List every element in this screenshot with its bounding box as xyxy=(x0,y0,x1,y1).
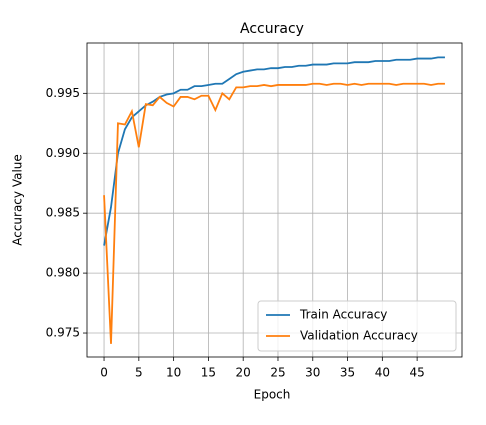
x-tick-label: 35 xyxy=(340,366,355,380)
legend-label: Train Accuracy xyxy=(299,308,387,322)
x-tick-label: 15 xyxy=(201,366,216,380)
x-tick-label: 40 xyxy=(375,366,390,380)
x-tick-label: 10 xyxy=(166,366,181,380)
series-line xyxy=(103,56,445,246)
legend-label: Validation Accuracy xyxy=(300,329,418,343)
legend-box xyxy=(257,300,457,352)
y-tick-label: 0.980 xyxy=(46,266,80,280)
x-tick-label: 0 xyxy=(100,366,108,380)
y-tick-label: 0.985 xyxy=(46,206,80,220)
y-tick-label: 0.995 xyxy=(46,86,80,100)
series-line xyxy=(103,82,445,344)
plot-frame xyxy=(86,42,463,358)
x-tick-label: 5 xyxy=(135,366,143,380)
x-tick-label: 45 xyxy=(409,366,424,380)
y-tick-label: 0.975 xyxy=(46,326,80,340)
x-tick-label: 25 xyxy=(270,366,285,380)
x-tick-label: 30 xyxy=(305,366,320,380)
x-axis-label: Epoch xyxy=(254,388,291,402)
x-tick-label: 20 xyxy=(236,366,251,380)
legend: Train Accuracy Validation Accuracy xyxy=(257,300,457,352)
y-tick-label: 0.990 xyxy=(46,146,80,160)
chart-title: Accuracy xyxy=(240,21,304,37)
y-axis-label: Accuracy Value xyxy=(11,154,25,246)
